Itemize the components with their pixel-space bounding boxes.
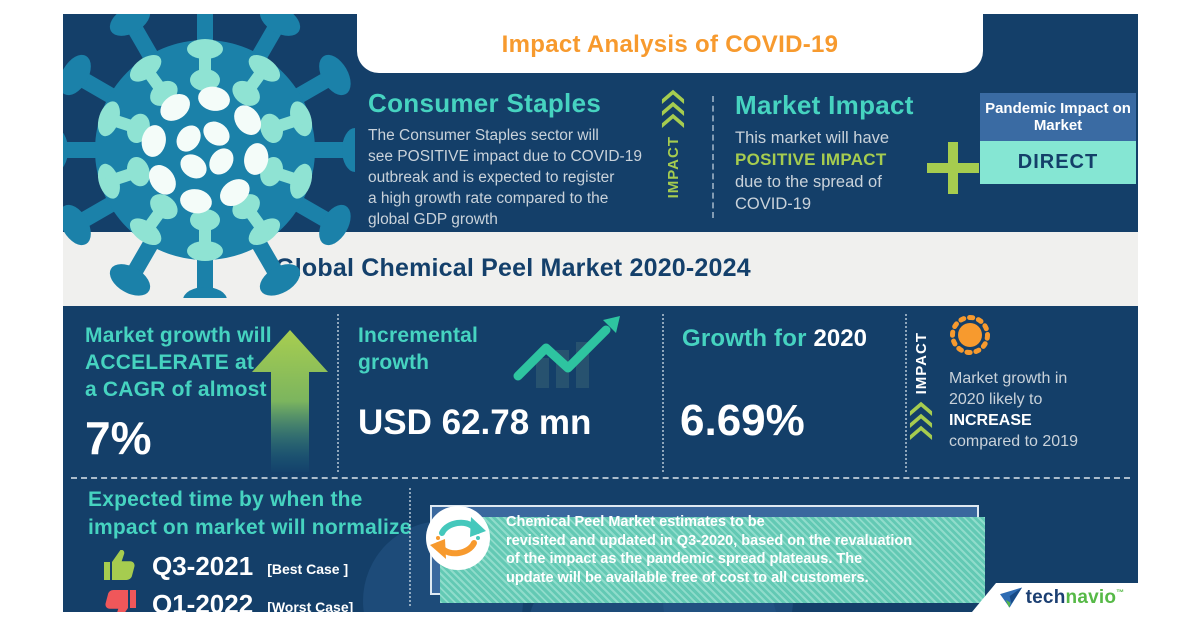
chevron-up-icon (909, 402, 933, 417)
stat-line: growth (358, 351, 430, 374)
stat-line: ACCELERATE at (85, 351, 255, 374)
callout-line: revisited and updated in Q3-2020, based … (506, 532, 913, 549)
callout-line: of the impact as the pandemic spread pla… (506, 551, 863, 567)
chevron-up-icon (661, 89, 685, 104)
impact-rail: IMPACT (657, 89, 689, 198)
market-impact-line: COVID-19 (735, 195, 812, 213)
pandemic-impact-value: DIRECT (980, 141, 1136, 184)
bottom-divider (409, 488, 411, 606)
normalize-section: Expected time by when the impact on mark… (88, 486, 412, 612)
stat-line: Market growth will (85, 324, 272, 347)
market-title: Global Chemical Peel Market 2020-2024 (275, 254, 751, 282)
chevron-up-icon (661, 113, 685, 128)
best-case-label: [Best Case ] (267, 561, 349, 577)
pandemic-impact-title: Pandemic Impact on Market (980, 93, 1136, 141)
stat-impact-2020: Market growth in 2020 likely to INCREASE… (949, 368, 1138, 452)
stat-line: 2020 likely to (949, 391, 1043, 408)
positive-impact-highlight: POSITIVE IMPACT (735, 150, 887, 169)
logo-trademark: ™ (1116, 587, 1125, 597)
worst-case-label: [Worst Case] (267, 599, 354, 612)
stat-value: USD 62.78 mn (358, 403, 592, 442)
consumer-body-line: The Consumer Staples sector will (368, 127, 599, 144)
chevron-up-icon (661, 101, 685, 116)
market-impact-section: Market Impact This market will have POSI… (735, 90, 965, 215)
chevron-up-icon (909, 426, 933, 441)
consumer-body-line: a high growth rate compared to the (368, 190, 609, 207)
stat-divider (905, 314, 907, 472)
stat-line: Incremental (358, 324, 479, 347)
growth-line-icon (512, 316, 624, 393)
stat-divider (662, 314, 664, 472)
dashed-divider (71, 477, 1130, 479)
stat-line: Market growth in (949, 370, 1068, 387)
technavio-logo: tech navio ™ (972, 583, 1138, 612)
consumer-staples-section: Consumer Staples The Consumer Staples se… (368, 88, 668, 230)
stat-incremental: Incremental growth (358, 322, 478, 376)
normalize-heading: impact on market will normalize (88, 516, 412, 539)
stat-value: 7% (85, 412, 152, 464)
callout-line: update will be available free of cost to… (506, 569, 869, 586)
market-impact-line: This market will have (735, 129, 890, 147)
worst-case-value: Q1-2022 (152, 588, 254, 613)
pandemic-impact-box: Pandemic Impact on Market DIRECT (980, 93, 1136, 184)
callout-line: Chemical Peel Market estimates to be (506, 514, 765, 530)
callout-note: Chemical Peel Market estimates to be rev… (430, 505, 985, 603)
impact-rail-2: IMPACT (906, 332, 936, 441)
logo-plane-icon (999, 586, 1022, 608)
increase-highlight: INCREASE (949, 412, 1032, 429)
consumer-body-line: outbreak and is expected to register (368, 169, 615, 186)
bottom-section: Market growth will ACCELERATE at a CAGR … (63, 306, 1138, 612)
stat-divider (337, 314, 339, 472)
stat-line: Growth for (682, 325, 814, 352)
stat-cagr: Market growth will ACCELERATE at a CAGR … (85, 322, 272, 465)
logo-text: tech navio ™ (1026, 587, 1125, 609)
market-impact-heading: Market Impact (735, 90, 914, 120)
stat-year: 2020 (813, 325, 867, 352)
thumbs-up-icon (104, 550, 135, 580)
thumbs-down-icon (105, 590, 136, 612)
up-arrow-icon (252, 330, 328, 477)
consumer-body-line: global GDP growth (368, 211, 498, 228)
stat-line: compared to 2019 (949, 433, 1078, 450)
best-case-value: Q3-2021 (152, 550, 254, 581)
logo-text-tech: tech (1025, 586, 1066, 608)
section-divider (712, 96, 714, 218)
stat-line: a CAGR of almost (85, 378, 267, 401)
virus-sun-icon (947, 312, 993, 363)
stat-value: 6.69% (680, 396, 805, 445)
normalize-heading: Expected time by when the (88, 488, 363, 511)
consumer-heading: Consumer Staples (368, 88, 602, 118)
chevron-up-icon (909, 414, 933, 429)
market-title-band: Global Chemical Peel Market 2020-2024 (63, 232, 1138, 306)
refresh-icon (425, 505, 491, 576)
consumer-body-line: see POSITIVE impact due to COVID-19 (368, 148, 642, 165)
market-impact-line: due to the spread of (735, 173, 882, 191)
logo-text-navio: navio (1065, 586, 1117, 608)
plus-icon (927, 142, 979, 199)
banner: Impact Analysis of COVID-19 (357, 0, 983, 73)
banner-title: Impact Analysis of COVID-19 (501, 31, 839, 58)
impact-label: IMPACT (912, 332, 930, 395)
stat-growth-2020: Growth for 2020 (682, 325, 867, 353)
